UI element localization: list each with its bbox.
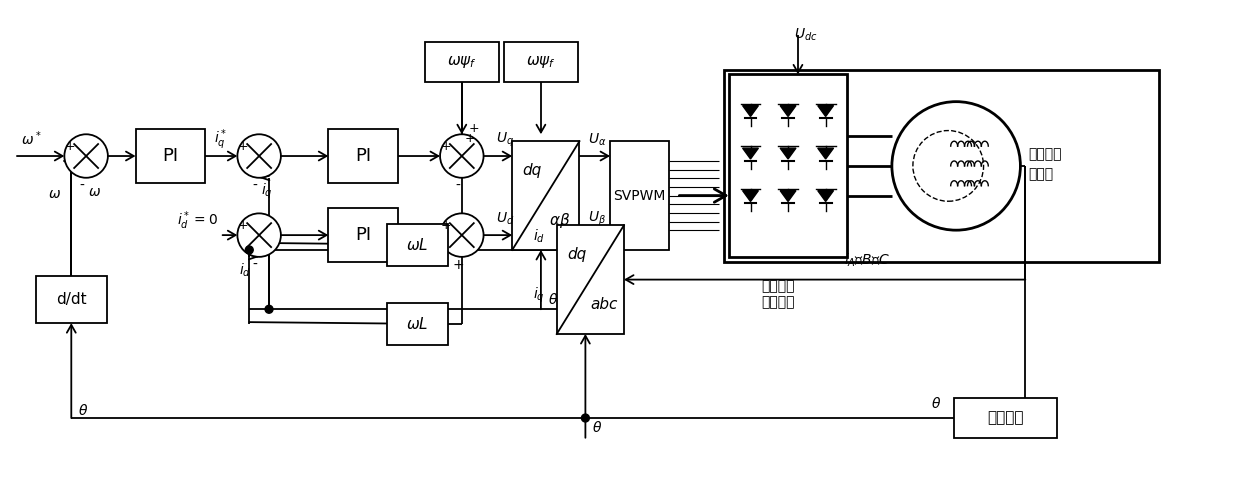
Text: PI: PI: [355, 147, 371, 165]
Bar: [387, 303, 448, 345]
Text: +: +: [64, 140, 76, 152]
Bar: [329, 129, 398, 183]
Text: $i_d^*=0$: $i_d^*=0$: [177, 209, 218, 232]
Bar: [610, 141, 670, 250]
Text: $\theta$: $\theta$: [548, 292, 558, 307]
Text: SVPWM: SVPWM: [614, 189, 666, 202]
Text: $\theta$: $\theta$: [931, 396, 941, 411]
Bar: [503, 42, 578, 82]
Text: $i_q$: $i_q$: [533, 286, 544, 305]
Text: $i_d$: $i_d$: [533, 227, 544, 245]
Text: $i_{A}$、$B$、$C$: $i_{A}$、$B$、$C$: [844, 251, 890, 269]
Circle shape: [237, 134, 281, 178]
Text: -: -: [253, 258, 258, 272]
Text: $\omega$: $\omega$: [48, 187, 61, 200]
Text: $i_q^*$: $i_q^*$: [215, 128, 228, 152]
Polygon shape: [743, 106, 759, 117]
Text: 开绕组永: 开绕组永: [1028, 147, 1061, 161]
Text: +: +: [440, 140, 451, 152]
Circle shape: [246, 246, 253, 254]
Polygon shape: [780, 191, 796, 201]
Bar: [387, 224, 448, 266]
Text: $i_q$: $i_q$: [262, 182, 273, 201]
Bar: [425, 42, 498, 82]
Text: +: +: [238, 140, 249, 152]
Text: -: -: [253, 179, 258, 193]
Bar: [724, 70, 1159, 262]
Text: $U_d$: $U_d$: [496, 211, 515, 227]
Text: $U_q$: $U_q$: [496, 131, 515, 149]
Text: $U_\alpha$: $U_\alpha$: [588, 132, 606, 148]
Text: $\omega^*$: $\omega^*$: [21, 129, 42, 147]
Bar: [36, 276, 107, 323]
Circle shape: [64, 134, 108, 178]
Text: PI: PI: [355, 226, 371, 244]
Text: 三相九开
关变换器: 三相九开 关变换器: [761, 279, 795, 309]
Text: abc: abc: [590, 297, 618, 312]
Text: $\omega L$: $\omega L$: [407, 316, 429, 332]
Text: d/dt: d/dt: [56, 292, 87, 307]
Text: -: -: [455, 179, 460, 193]
Bar: [557, 225, 624, 334]
Circle shape: [440, 213, 484, 257]
Text: +: +: [238, 219, 249, 232]
Text: $\theta$: $\theta$: [78, 403, 88, 417]
Text: $\theta$: $\theta$: [593, 420, 603, 436]
Text: $i_d$: $i_d$: [239, 262, 252, 279]
Polygon shape: [743, 191, 759, 201]
Bar: [135, 129, 205, 183]
Text: +: +: [469, 122, 479, 135]
Text: $\omega$: $\omega$: [88, 185, 100, 198]
Circle shape: [265, 305, 273, 313]
Circle shape: [892, 101, 1021, 230]
Text: +: +: [453, 258, 464, 272]
Text: 位置检测: 位置检测: [987, 411, 1024, 425]
Polygon shape: [743, 148, 759, 159]
Bar: [954, 398, 1058, 438]
Text: PI: PI: [162, 147, 179, 165]
Bar: [329, 208, 398, 262]
Text: $\alpha\beta$: $\alpha\beta$: [549, 211, 570, 230]
Polygon shape: [817, 106, 833, 117]
Circle shape: [582, 414, 589, 422]
Bar: [512, 141, 579, 250]
Text: $\omega\psi_f$: $\omega\psi_f$: [446, 54, 476, 70]
Text: +: +: [440, 219, 451, 232]
Text: dq: dq: [567, 247, 587, 262]
Polygon shape: [780, 106, 796, 117]
Text: -: -: [79, 179, 84, 193]
Polygon shape: [817, 148, 833, 159]
Text: $U_\beta$: $U_\beta$: [588, 210, 606, 228]
Text: 磁电机: 磁电机: [1028, 167, 1054, 181]
Circle shape: [440, 134, 484, 178]
Text: $\omega\psi_f$: $\omega\psi_f$: [526, 54, 556, 70]
Polygon shape: [780, 148, 796, 159]
Text: +: +: [465, 132, 475, 145]
Text: $\omega L$: $\omega L$: [407, 237, 429, 253]
Circle shape: [237, 213, 281, 257]
Bar: [729, 74, 847, 257]
Polygon shape: [817, 191, 833, 201]
Text: dq: dq: [522, 163, 542, 178]
Text: $U_{dc}$: $U_{dc}$: [794, 27, 817, 43]
